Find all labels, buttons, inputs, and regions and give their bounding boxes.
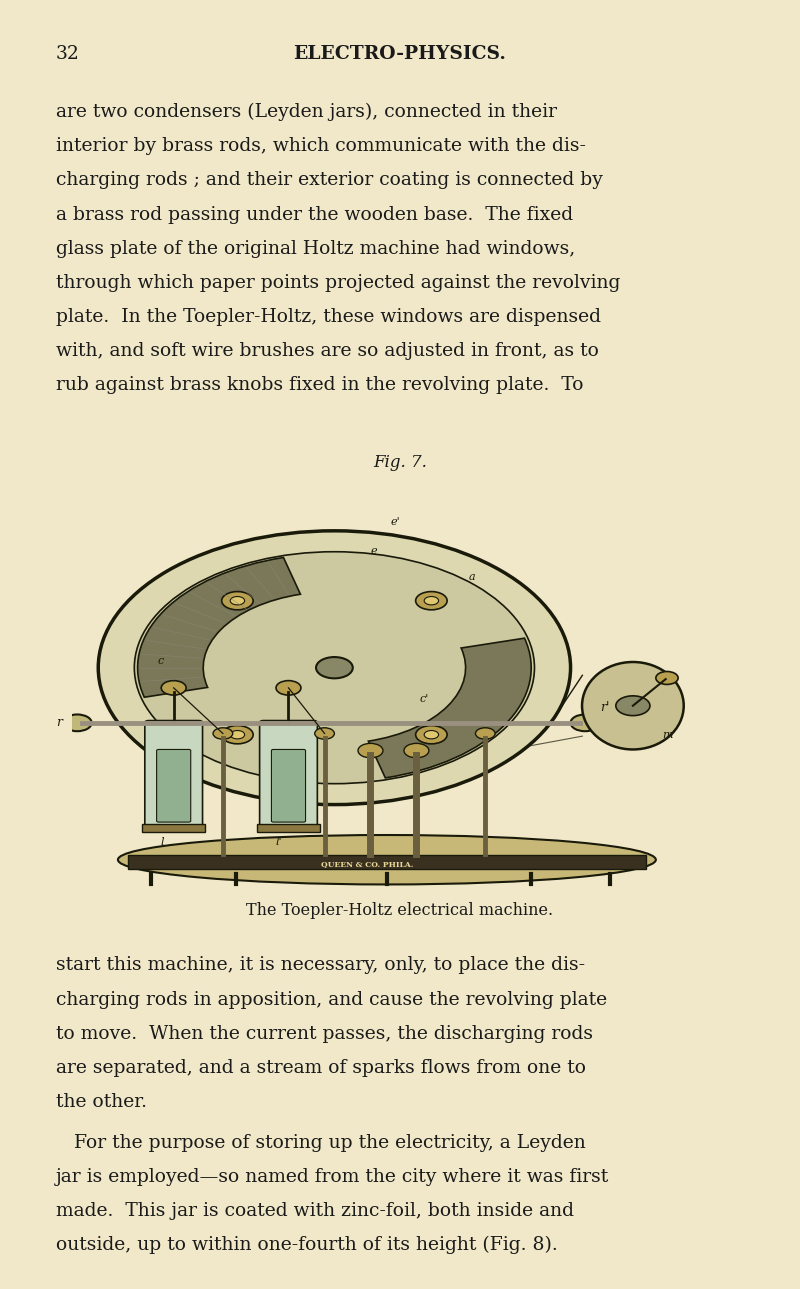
Text: QUEEN & CO. PHILA.: QUEEN & CO. PHILA. xyxy=(321,860,414,867)
Bar xyxy=(128,855,646,869)
Circle shape xyxy=(222,726,253,744)
Circle shape xyxy=(230,597,245,605)
Text: rub against brass knobs fixed in the revolving plate.  To: rub against brass knobs fixed in the rev… xyxy=(56,376,583,394)
Text: plate.  In the Toepler-Holtz, these windows are dispensed: plate. In the Toepler-Holtz, these windo… xyxy=(56,308,601,326)
Text: The Toepler-Holtz electrical machine.: The Toepler-Holtz electrical machine. xyxy=(246,902,554,919)
Text: through which paper points projected against the revolving: through which paper points projected aga… xyxy=(56,273,620,291)
Text: outside, up to within one-fourth of its height (Fig. 8).: outside, up to within one-fourth of its … xyxy=(56,1236,558,1254)
Circle shape xyxy=(656,672,678,684)
Circle shape xyxy=(475,728,495,739)
Circle shape xyxy=(314,728,334,739)
Circle shape xyxy=(162,681,186,695)
Text: Fig. 7.: Fig. 7. xyxy=(373,454,427,470)
Circle shape xyxy=(222,592,253,610)
Text: jar is employed—so named from the city where it was first: jar is employed—so named from the city w… xyxy=(56,1168,610,1186)
Circle shape xyxy=(616,696,650,715)
Text: c': c' xyxy=(420,693,429,704)
Circle shape xyxy=(416,726,447,744)
Text: e': e' xyxy=(390,517,400,527)
Circle shape xyxy=(98,531,570,804)
Text: a: a xyxy=(469,572,475,583)
FancyBboxPatch shape xyxy=(157,749,190,822)
Circle shape xyxy=(424,731,438,739)
Text: the other.: the other. xyxy=(56,1093,147,1111)
Circle shape xyxy=(424,597,438,605)
FancyBboxPatch shape xyxy=(271,749,306,822)
Text: made.  This jar is coated with zinc-foil, both inside and: made. This jar is coated with zinc-foil,… xyxy=(56,1201,574,1219)
Circle shape xyxy=(230,731,245,739)
Circle shape xyxy=(404,744,429,758)
Text: charging rods ; and their exterior coating is connected by: charging rods ; and their exterior coati… xyxy=(56,171,603,189)
Text: with, and soft wire brushes are so adjusted in front, as to: with, and soft wire brushes are so adjus… xyxy=(56,342,599,360)
Ellipse shape xyxy=(582,663,684,749)
FancyBboxPatch shape xyxy=(260,721,318,828)
Text: r': r' xyxy=(600,701,610,714)
Circle shape xyxy=(570,714,599,731)
Circle shape xyxy=(316,657,353,678)
Text: c: c xyxy=(158,656,163,666)
Circle shape xyxy=(276,681,301,695)
Text: a brass rod passing under the wooden base.  The fixed: a brass rod passing under the wooden bas… xyxy=(56,205,573,223)
Text: start this machine, it is necessary, only, to place the dis-: start this machine, it is necessary, onl… xyxy=(56,956,585,974)
Text: l: l xyxy=(161,837,164,847)
Text: For the purpose of storing up the electricity, a Leyden: For the purpose of storing up the electr… xyxy=(56,1134,586,1151)
Text: charging rods in apposition, and cause the revolving plate: charging rods in apposition, and cause t… xyxy=(56,990,607,1008)
Text: m: m xyxy=(662,730,673,740)
Text: 32: 32 xyxy=(56,45,80,63)
Text: ELECTRO-PHYSICS.: ELECTRO-PHYSICS. xyxy=(294,45,506,63)
Circle shape xyxy=(358,744,383,758)
Text: r: r xyxy=(56,717,62,730)
Circle shape xyxy=(134,552,534,784)
Text: l': l' xyxy=(275,837,282,847)
Wedge shape xyxy=(138,558,301,697)
Text: glass plate of the original Holtz machine had windows,: glass plate of the original Holtz machin… xyxy=(56,240,575,258)
Circle shape xyxy=(416,592,447,610)
Ellipse shape xyxy=(118,835,656,884)
Text: to move.  When the current passes, the discharging rods: to move. When the current passes, the di… xyxy=(56,1025,593,1043)
Text: are two condensers (Leyden jars), connected in their: are two condensers (Leyden jars), connec… xyxy=(56,103,557,121)
Wedge shape xyxy=(368,638,531,777)
Circle shape xyxy=(213,728,233,739)
Bar xyxy=(257,824,320,833)
Text: are separated, and a stream of sparks flows from one to: are separated, and a stream of sparks fl… xyxy=(56,1060,586,1076)
Bar xyxy=(142,824,205,833)
FancyBboxPatch shape xyxy=(145,721,202,828)
Circle shape xyxy=(63,714,92,731)
Text: interior by brass rods, which communicate with the dis-: interior by brass rods, which communicat… xyxy=(56,137,586,155)
Text: e: e xyxy=(370,545,377,556)
